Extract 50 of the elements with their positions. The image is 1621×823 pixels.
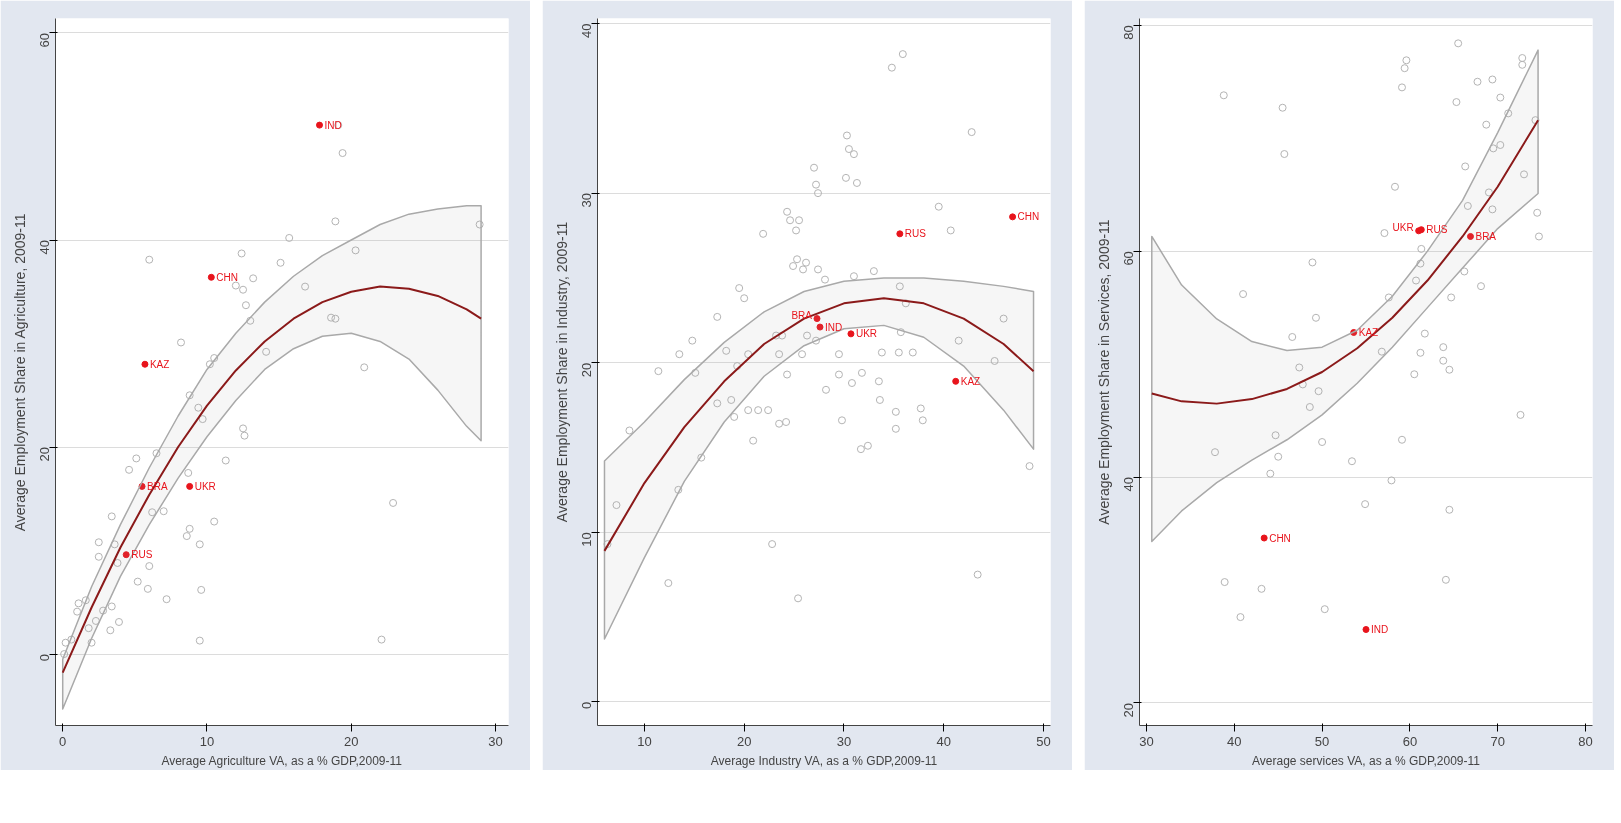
annotation: IND <box>1371 624 1389 635</box>
y-tick-label: 40 <box>37 240 52 255</box>
x-axis-title: Average Agriculture VA, as a % GDP,2009-11 <box>161 753 403 768</box>
y-axis-title: Average Employment Share in Services, 2009-11 <box>1095 219 1112 525</box>
y-tick-label: 60 <box>1121 251 1136 266</box>
annotation: UKR <box>1392 222 1414 234</box>
y-tick-label: 0 <box>579 701 594 709</box>
annotation: IND <box>825 321 843 333</box>
y-tick-label: 60 <box>37 32 52 48</box>
x-tick-label: 10 <box>199 733 215 749</box>
y-tick-label: 30 <box>579 193 594 208</box>
annotation: CHN <box>1269 532 1291 544</box>
annotation: KAZ <box>960 375 981 387</box>
annotation: IND <box>324 119 342 131</box>
x-tick-label: 20 <box>736 733 752 749</box>
annotation: RUS <box>131 549 153 561</box>
y-tick-label: 10 <box>579 532 594 547</box>
x-tick-label: 50 <box>1314 733 1330 749</box>
annotation: RUS <box>1426 224 1448 236</box>
x-tick-label: 30 <box>836 733 852 749</box>
y-tick-label: 0 <box>37 654 52 662</box>
x-axis-title: Average Industry VA, as a % GDP,2009-11 <box>710 753 938 768</box>
annotation: BRA <box>1475 230 1497 242</box>
annotation: BRA <box>791 310 813 322</box>
x-tick-label: 30 <box>1139 733 1154 749</box>
y-tick-label: 40 <box>1121 477 1136 492</box>
annotation: RUS <box>904 228 927 240</box>
annotation: UKR <box>194 480 216 492</box>
annotation: KAZ <box>149 358 170 370</box>
x-tick-label: 30 <box>488 733 503 749</box>
y-tick-label: 20 <box>1121 702 1136 718</box>
y-tick-label: 80 <box>1121 25 1136 40</box>
x-tick-label: 40 <box>936 733 951 749</box>
x-tick-label: 0 <box>59 733 67 749</box>
y-axis-title: Average Employment Share in Industry, 2009-11 <box>553 221 570 523</box>
x-tick-label: 20 <box>344 733 359 749</box>
x-tick-label: 50 <box>1036 733 1051 749</box>
x-tick-label: 60 <box>1402 733 1418 749</box>
y-tick-label: 20 <box>37 447 52 462</box>
annotation: CHN <box>1017 211 1040 223</box>
y-tick-label: 40 <box>579 23 594 39</box>
x-tick-label: 80 <box>1578 733 1593 749</box>
annotation: UKR <box>855 328 878 340</box>
x-axis-title: Average services VA, as a % GDP,2009-11 <box>1252 753 1481 768</box>
y-tick-label: 20 <box>579 362 594 378</box>
annotation: CHN <box>216 271 238 283</box>
x-tick-label: 10 <box>637 733 652 749</box>
y-axis-title: Average Employment Share in Agriculture, 2009-11 <box>11 213 28 532</box>
x-tick-label: 70 <box>1490 733 1505 749</box>
x-tick-label: 40 <box>1227 733 1242 749</box>
